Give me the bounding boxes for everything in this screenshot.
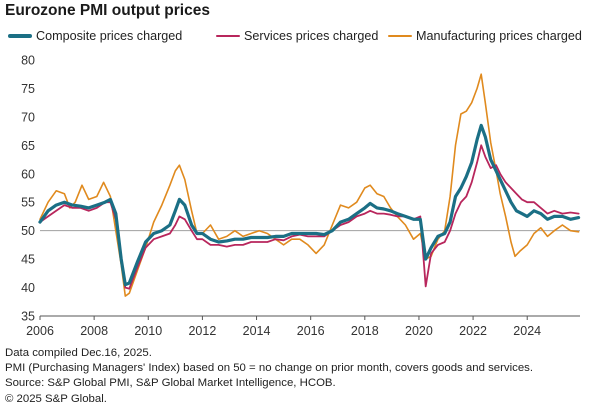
- chart-title: Eurozone PMI output prices: [5, 2, 210, 19]
- y-tick-label-45: 45: [21, 253, 35, 267]
- x-tick-label-2010: 2010: [134, 324, 162, 338]
- legend-label-services: Services prices charged: [244, 29, 379, 43]
- legend-item-manufacturing: Manufacturing prices charged: [388, 29, 582, 43]
- chart-notes: Data compiled Dec.16, 2025. PMI (Purchas…: [5, 346, 533, 407]
- series-line-composite: [38, 123, 581, 287]
- y-tick-label-70: 70: [21, 110, 35, 124]
- y-tick-label-35: 35: [21, 310, 35, 324]
- x-tick-label-2016: 2016: [297, 324, 325, 338]
- legend-label-composite: Composite prices charged: [36, 29, 183, 43]
- series-line-manufacturing: [39, 73, 580, 297]
- x-tick-label-2012: 2012: [188, 324, 216, 338]
- line-chart: 35 40 45 50 55 60 65 70 75 80 2006 2008 2010 2012 2014…: [21, 54, 581, 338]
- x-tick-label-2006: 2006: [26, 324, 54, 338]
- x-tick-label-2014: 2014: [243, 324, 271, 338]
- y-tick-label-60: 60: [21, 167, 35, 181]
- legend-swatch-composite: [8, 34, 32, 38]
- y-tick-label-55: 55: [21, 196, 35, 210]
- note-date-compiled: Data compiled Dec.16, 2025.: [5, 347, 152, 359]
- x-tick-label-2020: 2020: [405, 324, 433, 338]
- x-tick-label-2022: 2022: [459, 324, 487, 338]
- legend-swatch-services: [216, 34, 240, 38]
- legend-label-manufacturing: Manufacturing prices charged: [416, 29, 582, 43]
- y-tick-label-75: 75: [21, 82, 35, 96]
- y-tick-label-40: 40: [21, 281, 35, 295]
- note-pmi-definition: PMI (Purchasing Managers' Index) based o…: [5, 362, 534, 375]
- legend-swatch-manufacturing: [388, 34, 412, 38]
- note-copyright: © 2025 S&P Global.: [5, 392, 107, 405]
- y-tick-label-50: 50: [21, 224, 35, 238]
- note-source: Source: S&P Global PMI, S&P Global Marke…: [5, 377, 336, 390]
- y-tick-label-65: 65: [21, 139, 35, 153]
- x-tick-label-2008: 2008: [80, 324, 108, 338]
- x-tick-label-2024: 2024: [513, 324, 541, 338]
- y-tick-label-80: 80: [21, 54, 35, 68]
- x-tick-label-2018: 2018: [351, 324, 379, 338]
- legend-item-services: Services prices charged: [216, 29, 378, 43]
- legend-item-composite: Composite prices charged: [8, 29, 182, 43]
